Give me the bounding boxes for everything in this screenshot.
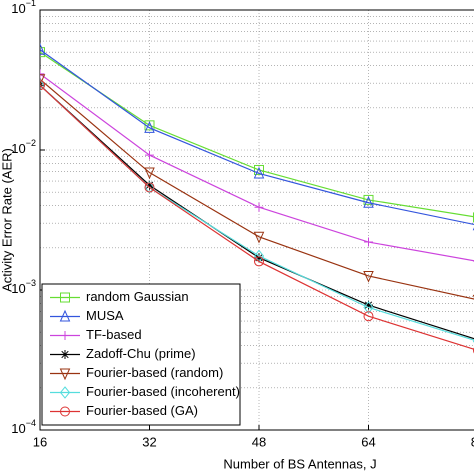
data-point [363,311,374,322]
data-point [144,121,155,133]
data-point [254,253,264,263]
data-point [40,80,45,91]
y-tick-label: 10−3 [11,278,36,296]
series-line [40,73,474,262]
data-point [253,231,265,244]
x-tick-label: 16 [33,434,47,449]
y-tick-label: 10−2 [11,138,36,156]
data-point [253,166,265,179]
data-point [40,78,46,92]
legend-label: Fourier-based (GA) [86,403,198,418]
legend-label: Fourier-based (incoherent) [86,384,240,399]
x-tick-label: 64 [361,434,375,449]
data-point [363,301,374,314]
legend-marker [59,309,71,322]
x-tick-label: 80 [471,434,474,449]
legend-marker [60,331,70,340]
data-point [364,300,373,310]
data-point [363,194,374,205]
data-point [40,47,45,58]
data-point [363,196,374,208]
series-line [40,51,474,218]
data-point [40,69,45,79]
grid [39,9,474,431]
data-point [364,237,373,247]
data-point [145,180,154,190]
legend-label: TF-based [86,327,142,342]
plot-frame [39,9,474,431]
series-line [40,49,474,226]
legend-label: Fourier-based (random) [86,365,223,380]
data-point [40,74,46,86]
legend-marker [59,368,71,381]
y-tick-label: 10−4 [11,418,36,436]
plot-area [40,43,474,354]
y-tick-label: 10−1 [11,0,36,16]
legend: random Gaussian MUSA TF-based Zadoff-Chu (p… [41,283,241,426]
legend-marker [60,292,70,303]
x-axis-label: Number of BS Antennas, J [223,456,376,471]
legend-marker [60,406,70,417]
data-point [363,270,374,283]
data-point [254,256,264,267]
x-tick-label: 48 [252,434,266,449]
data-point [144,182,155,193]
legend-marker [60,350,70,359]
x-tick-label: 32 [142,434,156,449]
y-axis-label: Activity Error Rate (AER) [0,148,14,292]
data-point [144,181,155,194]
data-point [145,150,154,160]
series-line [40,78,474,300]
data-point [254,202,264,212]
legend-marker [59,386,71,399]
data-point [144,167,155,180]
legend-label: random Gaussian [86,289,189,304]
legend-label: Zadoff-Chu (prime) [86,346,196,361]
data-point [40,43,46,55]
legend-label: MUSA [86,308,124,323]
series-line [40,84,474,350]
data-point [254,164,264,175]
